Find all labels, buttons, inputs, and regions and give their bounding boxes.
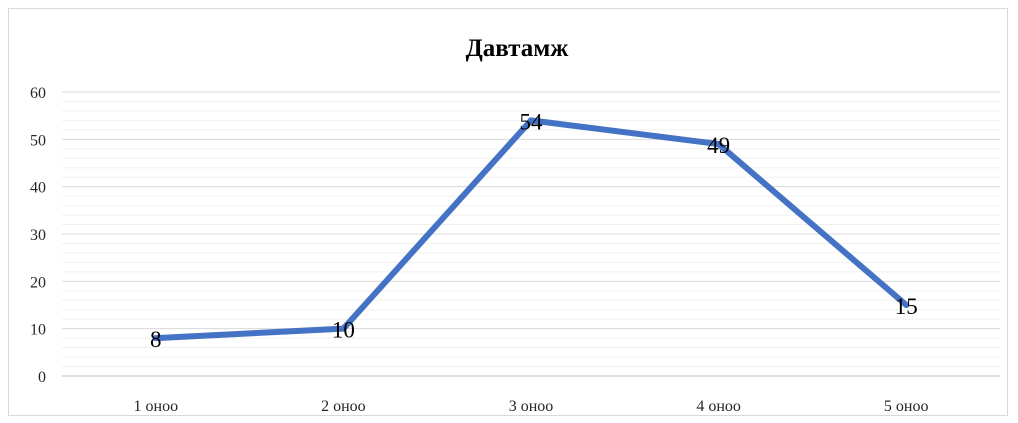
x-tick-label: 2 оноо [321,398,366,415]
y-tick-label: 30 [30,227,46,244]
y-tick-label: 20 [30,274,46,291]
x-tick-label: 3 оноо [509,398,554,415]
series-layer [152,117,910,342]
data-point [715,141,722,148]
y-tick-label: 10 [30,322,46,339]
y-tick-label: 60 [30,85,46,102]
data-label: 8 [150,327,162,352]
x-tick-label: 5 оноо [884,398,929,415]
data-label: 54 [520,109,544,134]
data-point [903,302,910,308]
data-labels: 8 10 54 49 15 [150,109,918,352]
x-tick-label: 1 оноо [134,398,179,415]
data-point [528,117,534,124]
data-point [152,335,159,342]
data-label: 15 [895,294,918,319]
series-line [152,117,910,342]
data-label: 10 [332,318,355,343]
gridlines [62,91,1000,368]
y-tick-label: 40 [30,180,46,197]
data-label: 49 [707,133,730,158]
axes: 0 10 20 30 40 50 60 1 оноо 2 оноо 3 оноо 4 оноо 5 о… [30,85,1000,415]
x-tick-label: 4 оноо [696,398,741,415]
chart-title: Давтамж [466,35,570,62]
y-tick-label: 0 [38,369,46,386]
data-point [340,325,347,332]
y-tick-label: 50 [30,132,46,149]
